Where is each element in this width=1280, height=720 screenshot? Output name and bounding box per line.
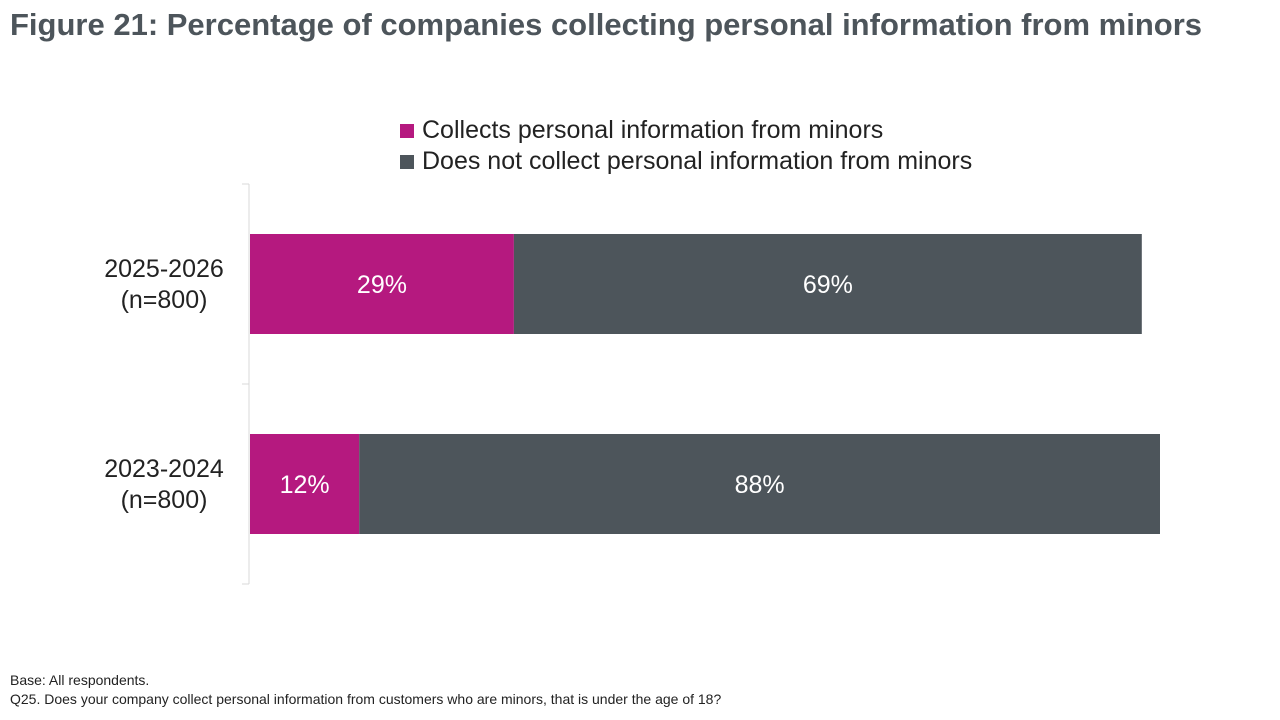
data-label: 12% bbox=[280, 471, 330, 499]
data-label: 88% bbox=[735, 471, 785, 499]
legend-swatch-not-collect bbox=[400, 154, 414, 169]
category-label-line: 2023-2024 bbox=[104, 455, 224, 483]
bar-segment bbox=[513, 234, 1142, 334]
category-label-line: (n=800) bbox=[121, 486, 208, 514]
legend-label-not-collect: Does not collect personal information fr… bbox=[422, 147, 973, 175]
legend-item-not-collect: Does not collect personal information fr… bbox=[400, 146, 972, 177]
bar-segment bbox=[250, 434, 360, 534]
data-label: 29% bbox=[357, 271, 407, 299]
legend-item-collects: Collects personal information from minor… bbox=[400, 115, 972, 146]
category-label: 2023-2024 (n=800) bbox=[104, 455, 224, 514]
legend-label-collects: Collects personal information from minor… bbox=[422, 116, 884, 144]
chart-title: Figure 21: Percentage of companies colle… bbox=[10, 7, 1203, 42]
bar-segment bbox=[359, 434, 1160, 534]
data-label: 69% bbox=[803, 271, 853, 299]
legend: Collects personal information from minor… bbox=[400, 115, 972, 177]
legend-swatch-collects bbox=[400, 123, 414, 138]
footnote-base: Base: All respondents. bbox=[10, 672, 150, 688]
category-label-line: 2025-2026 bbox=[104, 255, 224, 283]
footnote-question: Q25. Does your company collect personal … bbox=[10, 691, 722, 707]
category-label: 2025-2026 (n=800) bbox=[104, 255, 224, 314]
category-label-line: (n=800) bbox=[121, 286, 208, 314]
bar-segment bbox=[250, 234, 514, 334]
